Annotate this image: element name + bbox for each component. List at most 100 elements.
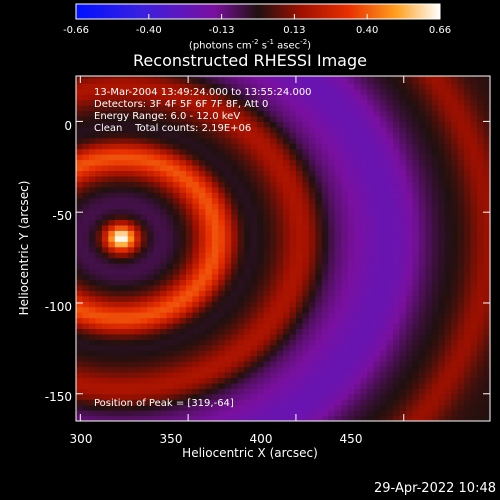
heatmap-cell xyxy=(451,224,459,231)
heatmap-cell xyxy=(114,214,122,221)
heatmap-cell xyxy=(483,94,490,101)
heatmap-cell xyxy=(302,94,310,101)
heatmap-cell xyxy=(231,393,239,400)
heatmap-cell xyxy=(464,197,472,204)
heatmap-cell xyxy=(244,333,252,340)
heatmap-cell xyxy=(95,203,103,210)
heatmap-cell xyxy=(153,224,161,231)
heatmap-cell xyxy=(399,263,407,270)
heatmap-cell xyxy=(263,132,271,139)
heatmap-cell xyxy=(231,77,239,84)
heatmap-cell xyxy=(295,312,304,319)
heatmap-cell xyxy=(418,415,426,421)
heatmap-cell xyxy=(237,295,245,302)
heatmap-cell xyxy=(95,159,103,166)
heatmap-cell xyxy=(341,257,349,264)
heatmap-cell xyxy=(367,241,375,248)
heatmap-cell xyxy=(192,322,200,329)
heatmap-cell xyxy=(76,344,84,351)
heatmap-cell xyxy=(283,361,291,368)
heatmap-cell xyxy=(418,322,426,329)
heatmap-cell xyxy=(82,252,90,259)
heatmap-cell xyxy=(244,404,252,411)
heatmap-cell xyxy=(101,219,109,226)
heatmap-cell xyxy=(392,273,401,280)
heatmap-cell xyxy=(185,415,194,421)
heatmap-cell xyxy=(166,235,174,242)
heatmap-cell xyxy=(250,404,258,411)
heatmap-cell xyxy=(328,382,336,389)
heatmap-cell xyxy=(263,110,271,117)
heatmap-cell xyxy=(431,393,439,400)
heatmap-cell xyxy=(101,115,109,122)
heatmap-cell xyxy=(198,164,206,172)
heatmap-cell xyxy=(457,268,465,275)
heatmap-cell xyxy=(341,377,349,384)
heatmap-cell xyxy=(147,115,155,122)
heatmap-cell xyxy=(405,88,413,95)
heatmap-cell xyxy=(438,382,446,389)
heatmap-cell xyxy=(166,377,174,384)
heatmap-cell xyxy=(283,88,291,95)
heatmap-cell xyxy=(257,312,265,319)
heatmap-cell xyxy=(354,148,362,155)
heatmap-cell xyxy=(347,399,355,406)
heatmap-cell xyxy=(192,235,200,242)
heatmap-cell xyxy=(224,181,232,188)
heatmap-cell xyxy=(464,88,472,95)
heatmap-cell xyxy=(289,339,297,346)
heatmap-cell xyxy=(108,301,116,308)
heatmap-cell xyxy=(173,279,181,286)
heatmap-cell xyxy=(399,208,407,215)
heatmap-cell xyxy=(76,388,84,395)
heatmap-cell xyxy=(289,246,297,253)
heatmap-cell xyxy=(257,371,265,379)
heatmap-cell xyxy=(321,306,329,313)
heatmap-cell xyxy=(218,257,226,264)
heatmap-cell xyxy=(431,252,439,259)
heatmap-cell xyxy=(405,317,413,324)
heatmap-cell xyxy=(101,230,109,237)
heatmap-cell xyxy=(134,154,142,161)
heatmap-cell xyxy=(283,273,291,280)
heatmap-cell xyxy=(166,164,174,172)
heatmap-cell xyxy=(179,317,187,324)
heatmap-cell xyxy=(95,263,103,270)
heatmap-cell xyxy=(373,175,381,182)
heatmap-cell xyxy=(438,175,446,182)
heatmap-cell xyxy=(147,94,155,101)
heatmap-cell xyxy=(399,164,407,172)
heatmap-cell xyxy=(127,322,135,329)
heatmap-cell xyxy=(127,246,135,253)
heatmap-cell xyxy=(308,301,316,308)
heatmap-cell xyxy=(198,110,206,117)
heatmap-cell xyxy=(114,355,122,362)
heatmap-cell xyxy=(121,339,129,346)
heatmap-cell xyxy=(211,415,219,421)
heatmap-cell xyxy=(425,77,433,84)
heatmap-cell xyxy=(82,83,90,90)
heatmap-cell xyxy=(283,393,291,400)
heatmap-cell xyxy=(140,121,148,128)
heatmap-cell xyxy=(127,214,135,221)
heatmap-cell xyxy=(198,83,206,90)
heatmap-cell xyxy=(166,137,174,144)
heatmap-cell xyxy=(477,159,485,166)
heatmap-cell xyxy=(101,148,109,155)
heatmap-cell xyxy=(470,214,478,221)
heatmap-cell xyxy=(483,410,490,417)
heatmap-cell xyxy=(108,404,116,411)
heatmap-cell xyxy=(160,246,168,253)
heatmap-cell xyxy=(412,295,420,302)
heatmap-cell xyxy=(360,279,368,286)
heatmap-cell xyxy=(160,371,168,379)
heatmap-cell xyxy=(380,83,388,90)
heatmap-cell xyxy=(121,137,129,144)
heatmap-cell xyxy=(224,361,232,368)
heatmap-cell xyxy=(386,148,394,155)
heatmap-cell xyxy=(88,306,97,313)
heatmap-cell xyxy=(341,99,349,106)
heatmap-cell xyxy=(412,77,420,84)
heatmap-cell xyxy=(211,371,219,379)
chart-title: Reconstructed RHESSI Image xyxy=(133,51,367,70)
